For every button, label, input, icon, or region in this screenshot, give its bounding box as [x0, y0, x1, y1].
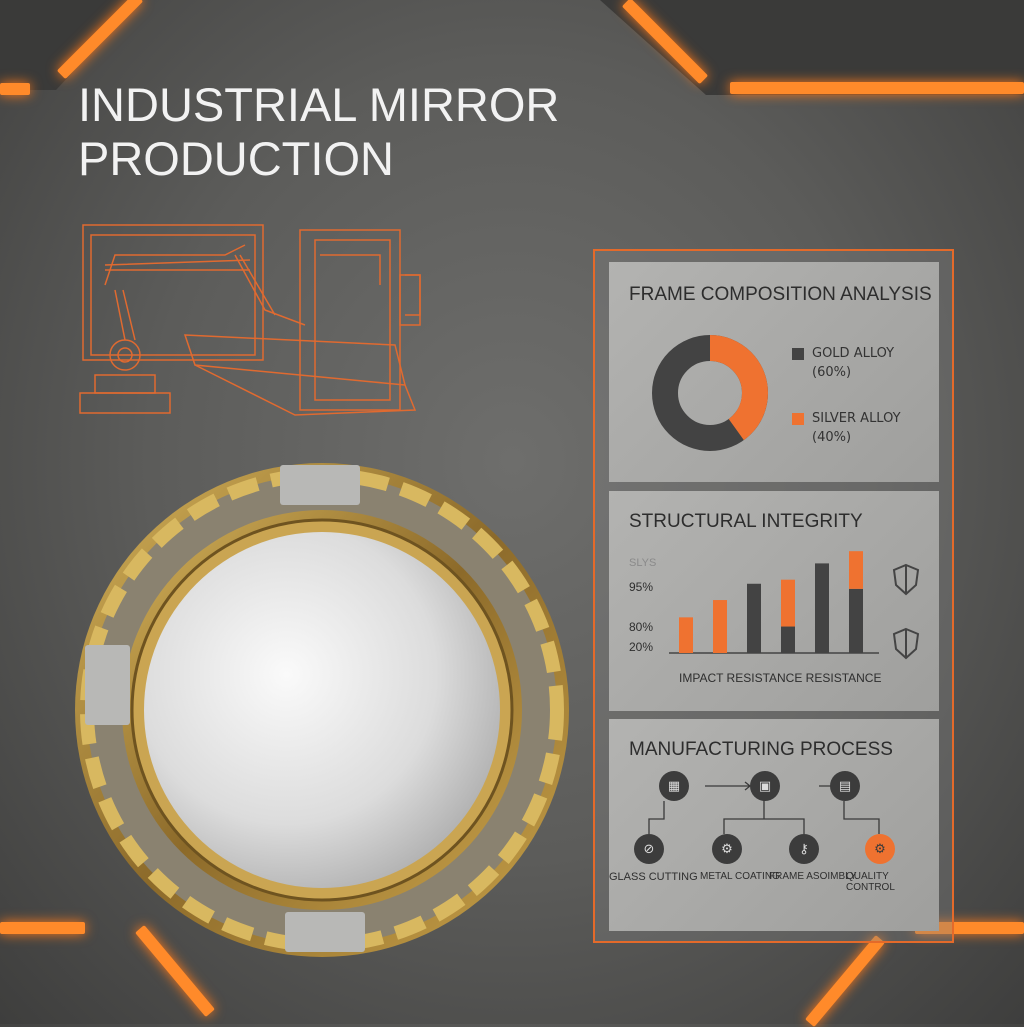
step-icon-assembly-board: ▤ — [830, 771, 860, 801]
page-title: INDUSTRIAL MIRROR PRODUCTION — [78, 78, 559, 186]
integrity-card: STRUCTURAL INTEGRITY SLYS 95% 80% 20% IM… — [609, 491, 939, 711]
bar-segment-orange — [781, 579, 795, 627]
accent-stripe — [0, 922, 85, 934]
accent-stripe — [805, 935, 885, 1027]
wrench-icon: ⚷ — [789, 834, 819, 864]
legend-pct-gold: (60%) — [812, 365, 852, 380]
title-line-2: PRODUCTION — [78, 132, 394, 185]
composition-heading: FRAME COMPOSITION ANALYSIS — [629, 284, 932, 305]
accent-stripe — [730, 82, 1024, 94]
title-line-1: INDUSTRIAL MIRROR — [78, 78, 560, 131]
infographic-panel: FRAME COMPOSITION ANALYSIS GOLD ALLOY (6… — [593, 249, 954, 943]
step-label: FRAME ASOIMBLY. — [769, 871, 859, 882]
step-label: QUALITY CONTROL — [846, 871, 895, 893]
donut-chart — [652, 335, 768, 451]
gear-icon: ⚙ — [712, 834, 742, 864]
bar-segment-orange — [849, 551, 863, 589]
legend-swatch-gold — [792, 348, 804, 360]
tick-label: 20% — [629, 640, 654, 654]
donut-slice-silver — [652, 335, 768, 451]
bar-segment-dark — [747, 583, 761, 653]
legend-label-gold: GOLD ALLOY — [812, 346, 895, 361]
bar-chart — [669, 551, 879, 654]
quality-gear-icon: ⚙ — [865, 834, 895, 864]
robot-arm-sketch — [79, 224, 421, 416]
integrity-heading: STRUCTURAL INTEGRITY — [629, 511, 863, 532]
x-axis-label: IMPACT RESISTANCE RESISTANCE — [679, 671, 882, 685]
process-heading: MANUFACTURING PROCESS — [629, 739, 893, 760]
step-label: GLASS CUTTING — [609, 871, 698, 883]
bar-segment-orange — [713, 600, 727, 653]
process-card: MANUFACTURING PROCESS ▦ ▣ ▤ ⊘ ⚙ ⚷ ⚙ GLAS… — [609, 719, 939, 931]
step-icon-cutting-table: ▦ — [659, 771, 689, 801]
shield-icon — [892, 627, 920, 660]
accent-stripe — [0, 83, 30, 95]
step-icon-blueprint: ▣ — [750, 771, 780, 801]
bar-segment-dark — [781, 626, 795, 653]
glass-cutter-icon: ⊘ — [634, 834, 664, 864]
axis-label: SLYS — [629, 557, 657, 569]
composition-card: FRAME COMPOSITION ANALYSIS GOLD ALLOY (6… — [609, 262, 939, 482]
legend-pct-silver: (40%) — [812, 430, 852, 445]
bar-segment-dark — [849, 588, 863, 653]
tick-label: 95% — [629, 580, 654, 594]
accent-stripe — [915, 922, 1024, 934]
shield-icon — [892, 563, 920, 596]
bar-segment-orange — [679, 617, 693, 653]
bar-segment-dark — [815, 563, 829, 653]
step-label: METAL COATING — [700, 871, 780, 882]
tick-label: 80% — [629, 620, 654, 634]
legend-swatch-silver — [792, 413, 804, 425]
legend-label-silver: SILVER ALLOY — [812, 411, 901, 426]
round-mirror-image — [75, 463, 569, 957]
